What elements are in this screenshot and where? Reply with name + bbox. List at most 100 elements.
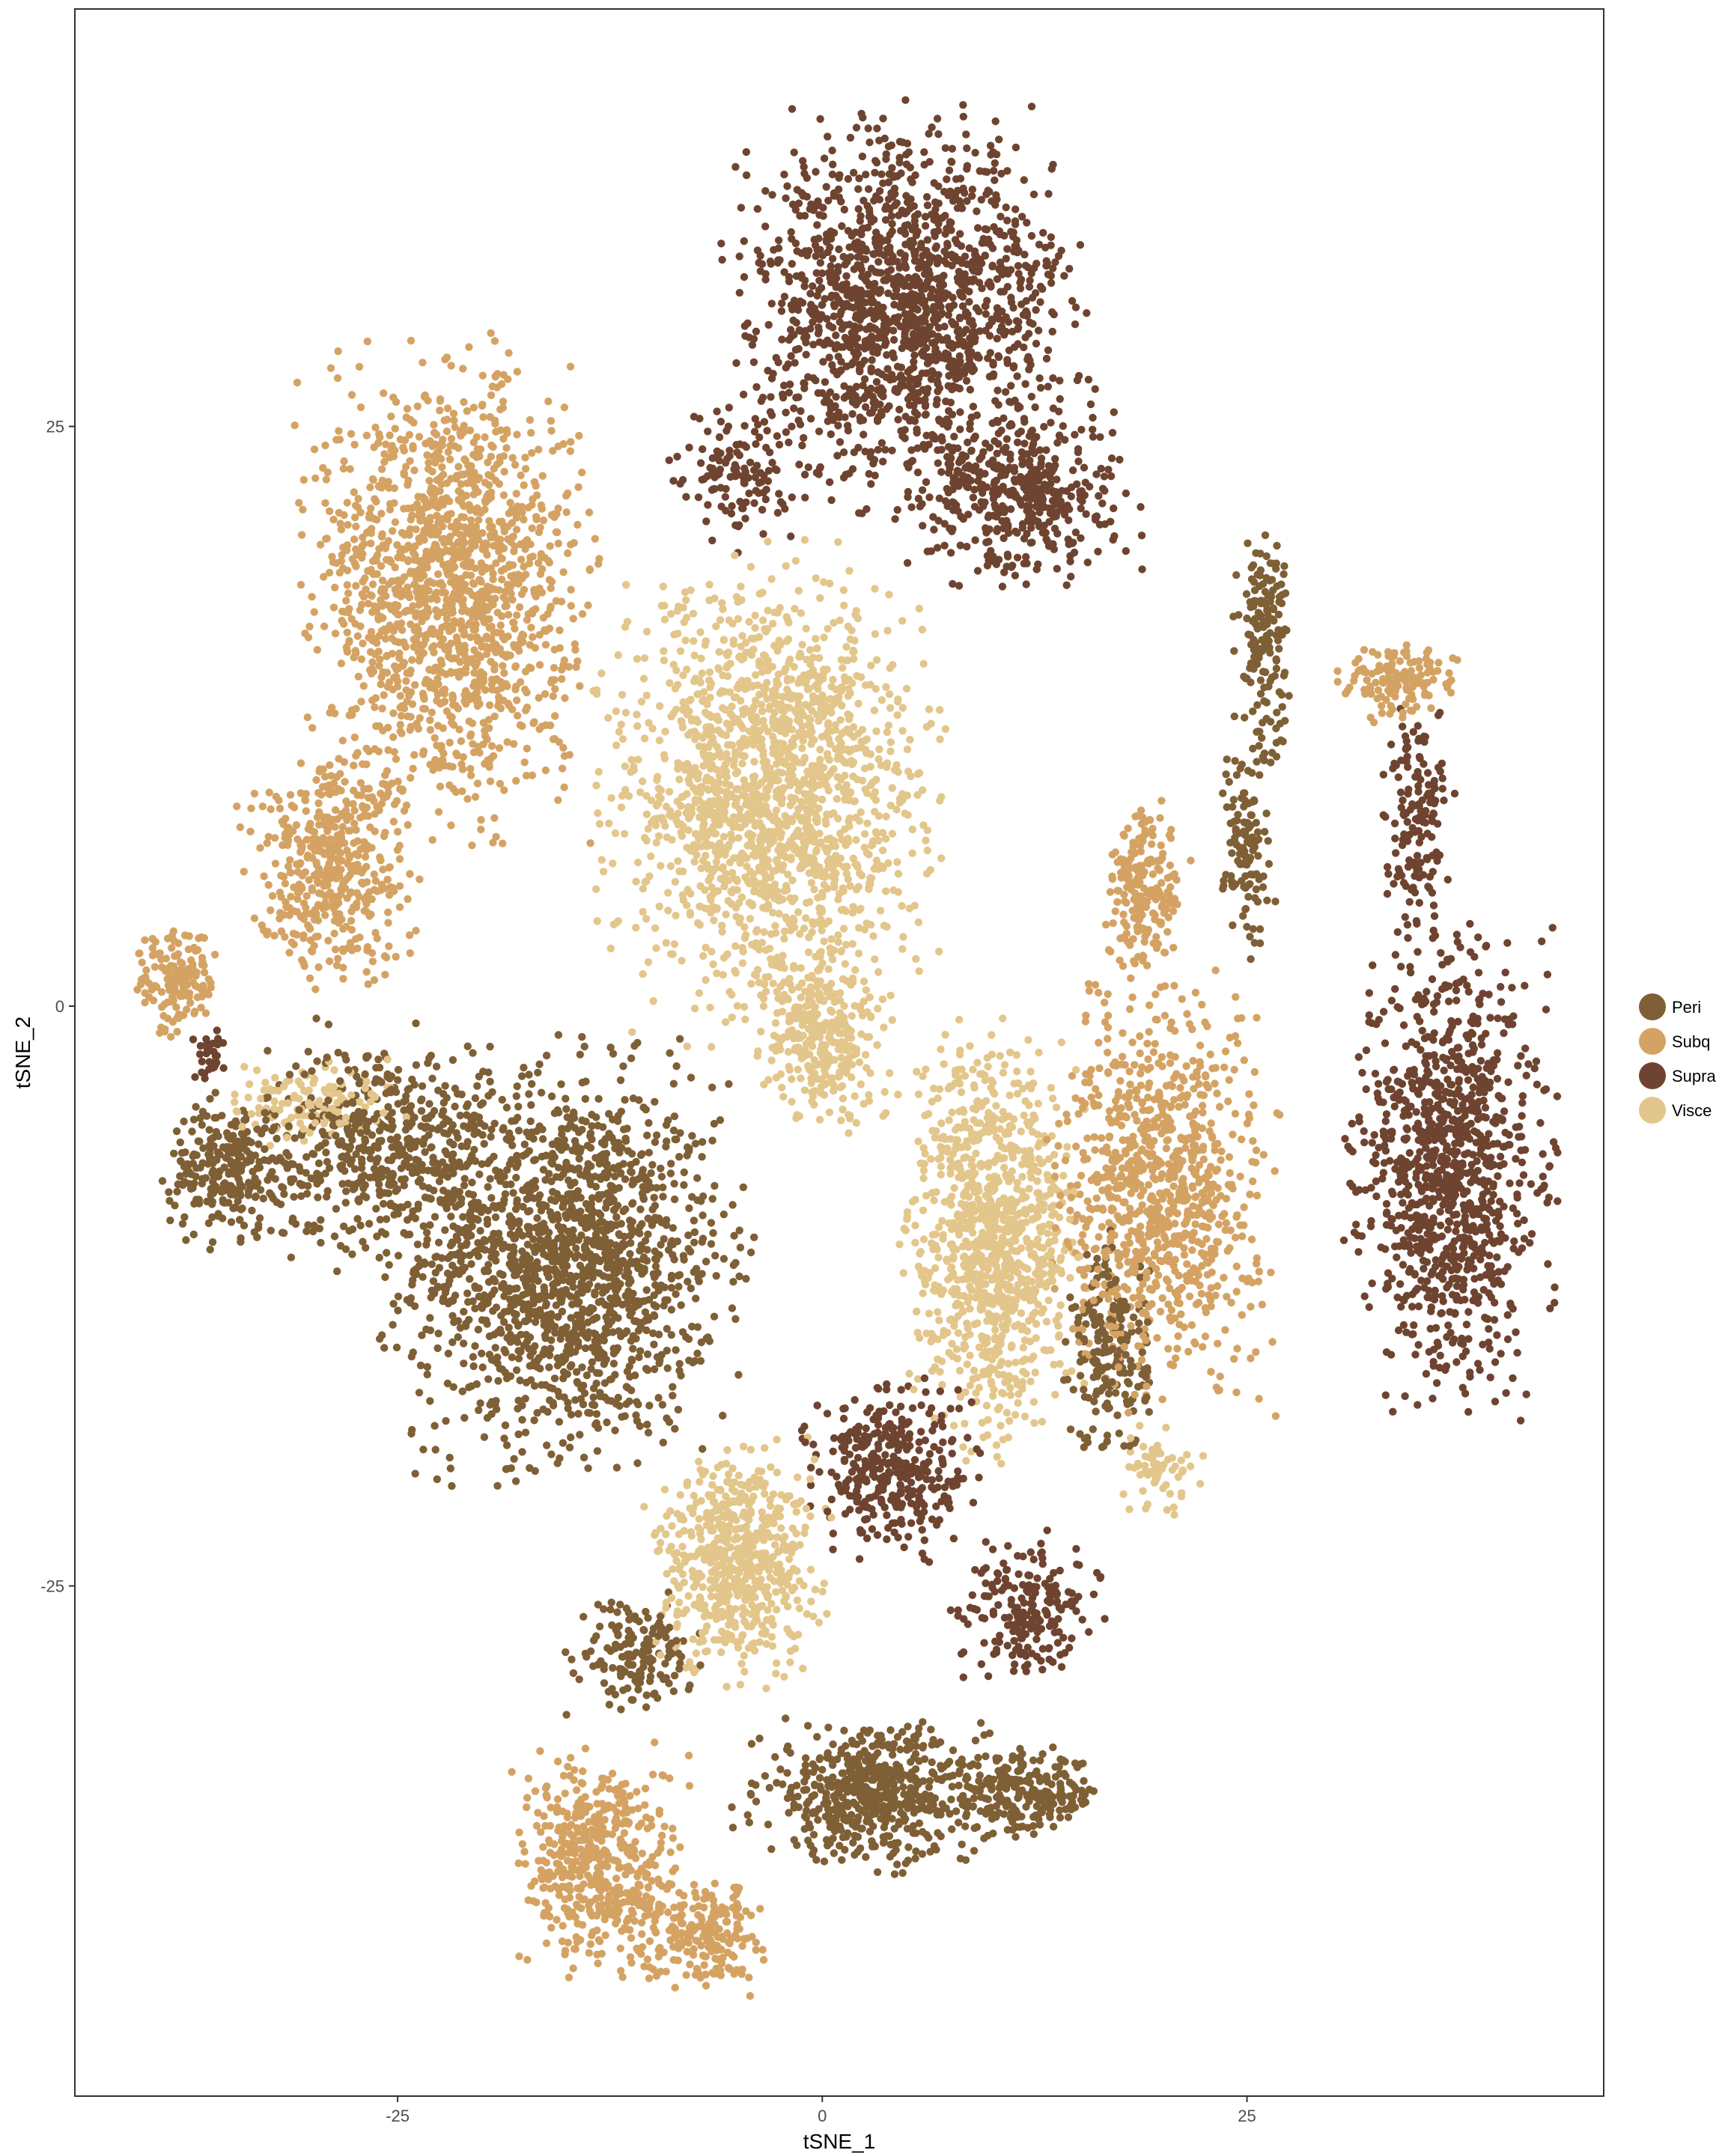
scatter-point [619, 1062, 627, 1071]
scatter-point [1002, 203, 1010, 212]
scatter-point [371, 423, 380, 432]
scatter-point [1247, 1354, 1255, 1362]
scatter-point [1107, 517, 1115, 526]
scatter-point [990, 1089, 999, 1098]
scatter-point [769, 1490, 778, 1499]
scatter-point [1026, 1068, 1035, 1076]
scatter-point [475, 1406, 483, 1415]
scatter-point [643, 1350, 652, 1359]
scatter-point [261, 1078, 270, 1087]
scatter-point [554, 1163, 563, 1172]
scatter-point [1211, 966, 1220, 975]
scatter-point [1077, 1172, 1086, 1180]
scatter-point [1405, 1148, 1414, 1157]
scatter-point [431, 1446, 439, 1454]
scatter-point [486, 1042, 494, 1051]
scatter-point [728, 1304, 737, 1312]
scatter-point [710, 1119, 719, 1128]
scatter-point [1506, 1179, 1514, 1187]
scatter-point [431, 1213, 439, 1221]
scatter-point [962, 1457, 970, 1465]
scatter-point [1162, 1423, 1170, 1432]
scatter-point [690, 1881, 699, 1889]
scatter-point [1402, 1042, 1411, 1050]
scatter-point [1138, 565, 1146, 573]
scatter-point [860, 844, 868, 852]
scatter-point [931, 1264, 940, 1273]
scatter-point [138, 958, 146, 966]
scatter-point [1339, 1236, 1348, 1245]
scatter-point [642, 1607, 650, 1616]
scatter-point [485, 701, 494, 710]
scatter-point [579, 1767, 587, 1776]
scatter-point [370, 870, 378, 879]
scatter-point [188, 1127, 196, 1136]
scatter-point [666, 1049, 674, 1057]
scatter-point [1275, 645, 1283, 653]
scatter-point [816, 746, 824, 754]
scatter-point [1461, 1112, 1469, 1120]
scatter-point [1011, 1833, 1020, 1841]
scatter-point [911, 1854, 919, 1863]
scatter-point [670, 1195, 679, 1204]
scatter-point [486, 777, 495, 785]
scatter-point [913, 791, 922, 800]
scatter-point [746, 1446, 755, 1454]
scatter-point [344, 520, 352, 529]
scatter-point [800, 536, 809, 544]
scatter-point [662, 1967, 670, 1976]
scatter-point [386, 863, 394, 871]
scatter-point [210, 951, 219, 959]
scatter-point [270, 1097, 279, 1106]
scatter-point [875, 745, 883, 754]
scatter-point [654, 1330, 663, 1339]
scatter-point [1000, 534, 1008, 543]
scatter-point [1414, 1181, 1423, 1189]
scatter-point [698, 1138, 707, 1146]
scatter-point [679, 1636, 687, 1645]
scatter-point [1211, 1291, 1220, 1300]
scatter-point [669, 1824, 677, 1833]
scatter-point [669, 1834, 678, 1842]
scatter-point [556, 626, 564, 635]
scatter-point [804, 373, 812, 381]
scatter-point [633, 1788, 641, 1796]
scatter-point [1416, 1148, 1424, 1157]
scatter-point [496, 621, 505, 630]
scatter-point [250, 789, 259, 798]
scatter-point [597, 669, 606, 677]
scatter-point [1229, 1130, 1237, 1139]
scatter-point [498, 1095, 506, 1104]
scatter-point [1485, 1130, 1493, 1138]
scatter-point [605, 1785, 613, 1793]
scatter-point [699, 734, 707, 742]
scatter-point [718, 922, 726, 930]
scatter-point [898, 704, 907, 712]
scatter-point [441, 1082, 449, 1090]
scatter-point [680, 1168, 688, 1177]
scatter-point [268, 892, 277, 901]
scatter-point [586, 839, 594, 847]
scatter-point [671, 877, 680, 886]
scatter-point [1057, 1663, 1066, 1671]
scatter-point [1354, 1248, 1363, 1256]
scatter-point [1242, 590, 1251, 598]
scatter-point [1408, 1303, 1417, 1311]
scatter-point [574, 1410, 582, 1418]
scatter-point [886, 1726, 895, 1735]
scatter-point [815, 276, 824, 284]
scatter-point [513, 696, 521, 704]
scatter-point [436, 782, 445, 791]
scatter-point [1399, 1321, 1408, 1330]
scatter-point [780, 1672, 788, 1681]
scatter-point [1267, 1268, 1275, 1277]
scatter-point [433, 1475, 441, 1484]
scatter-point [842, 272, 851, 280]
scatter-point [1399, 722, 1407, 731]
scatter-point [997, 1460, 1006, 1468]
scatter-point [219, 1064, 228, 1072]
scatter-point [1199, 1452, 1208, 1461]
scatter-point [1006, 1091, 1014, 1100]
scatter-point [741, 1015, 749, 1024]
scatter-point [133, 985, 142, 994]
